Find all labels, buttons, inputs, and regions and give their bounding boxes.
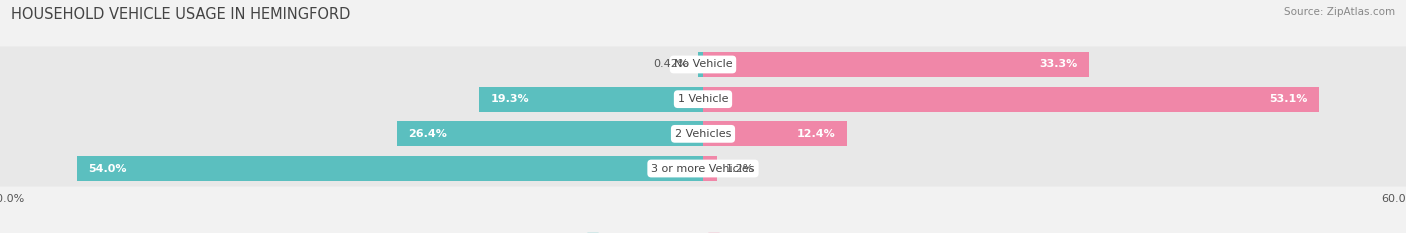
FancyBboxPatch shape xyxy=(0,81,1406,117)
Bar xyxy=(703,52,1090,77)
Legend: Owner-occupied, Renter-occupied: Owner-occupied, Renter-occupied xyxy=(582,229,824,233)
FancyBboxPatch shape xyxy=(0,151,1406,187)
Bar xyxy=(703,121,846,146)
Text: 3 or more Vehicles: 3 or more Vehicles xyxy=(651,164,755,174)
Text: Source: ZipAtlas.com: Source: ZipAtlas.com xyxy=(1284,7,1395,17)
Text: 1.2%: 1.2% xyxy=(725,164,755,174)
FancyBboxPatch shape xyxy=(0,116,1406,152)
Text: 33.3%: 33.3% xyxy=(1039,59,1077,69)
Text: 19.3%: 19.3% xyxy=(491,94,529,104)
Text: No Vehicle: No Vehicle xyxy=(673,59,733,69)
Bar xyxy=(479,87,703,112)
Bar xyxy=(76,156,703,181)
Text: 53.1%: 53.1% xyxy=(1270,94,1308,104)
Text: HOUSEHOLD VEHICLE USAGE IN HEMINGFORD: HOUSEHOLD VEHICLE USAGE IN HEMINGFORD xyxy=(11,7,350,22)
Text: 0.42%: 0.42% xyxy=(654,59,689,69)
Text: 2 Vehicles: 2 Vehicles xyxy=(675,129,731,139)
Bar xyxy=(396,121,703,146)
FancyBboxPatch shape xyxy=(0,46,1406,82)
Bar xyxy=(703,156,717,181)
Text: 1 Vehicle: 1 Vehicle xyxy=(678,94,728,104)
Bar xyxy=(699,52,703,77)
Bar xyxy=(703,87,1319,112)
Text: 26.4%: 26.4% xyxy=(408,129,447,139)
Text: 54.0%: 54.0% xyxy=(89,164,127,174)
Text: 12.4%: 12.4% xyxy=(796,129,835,139)
